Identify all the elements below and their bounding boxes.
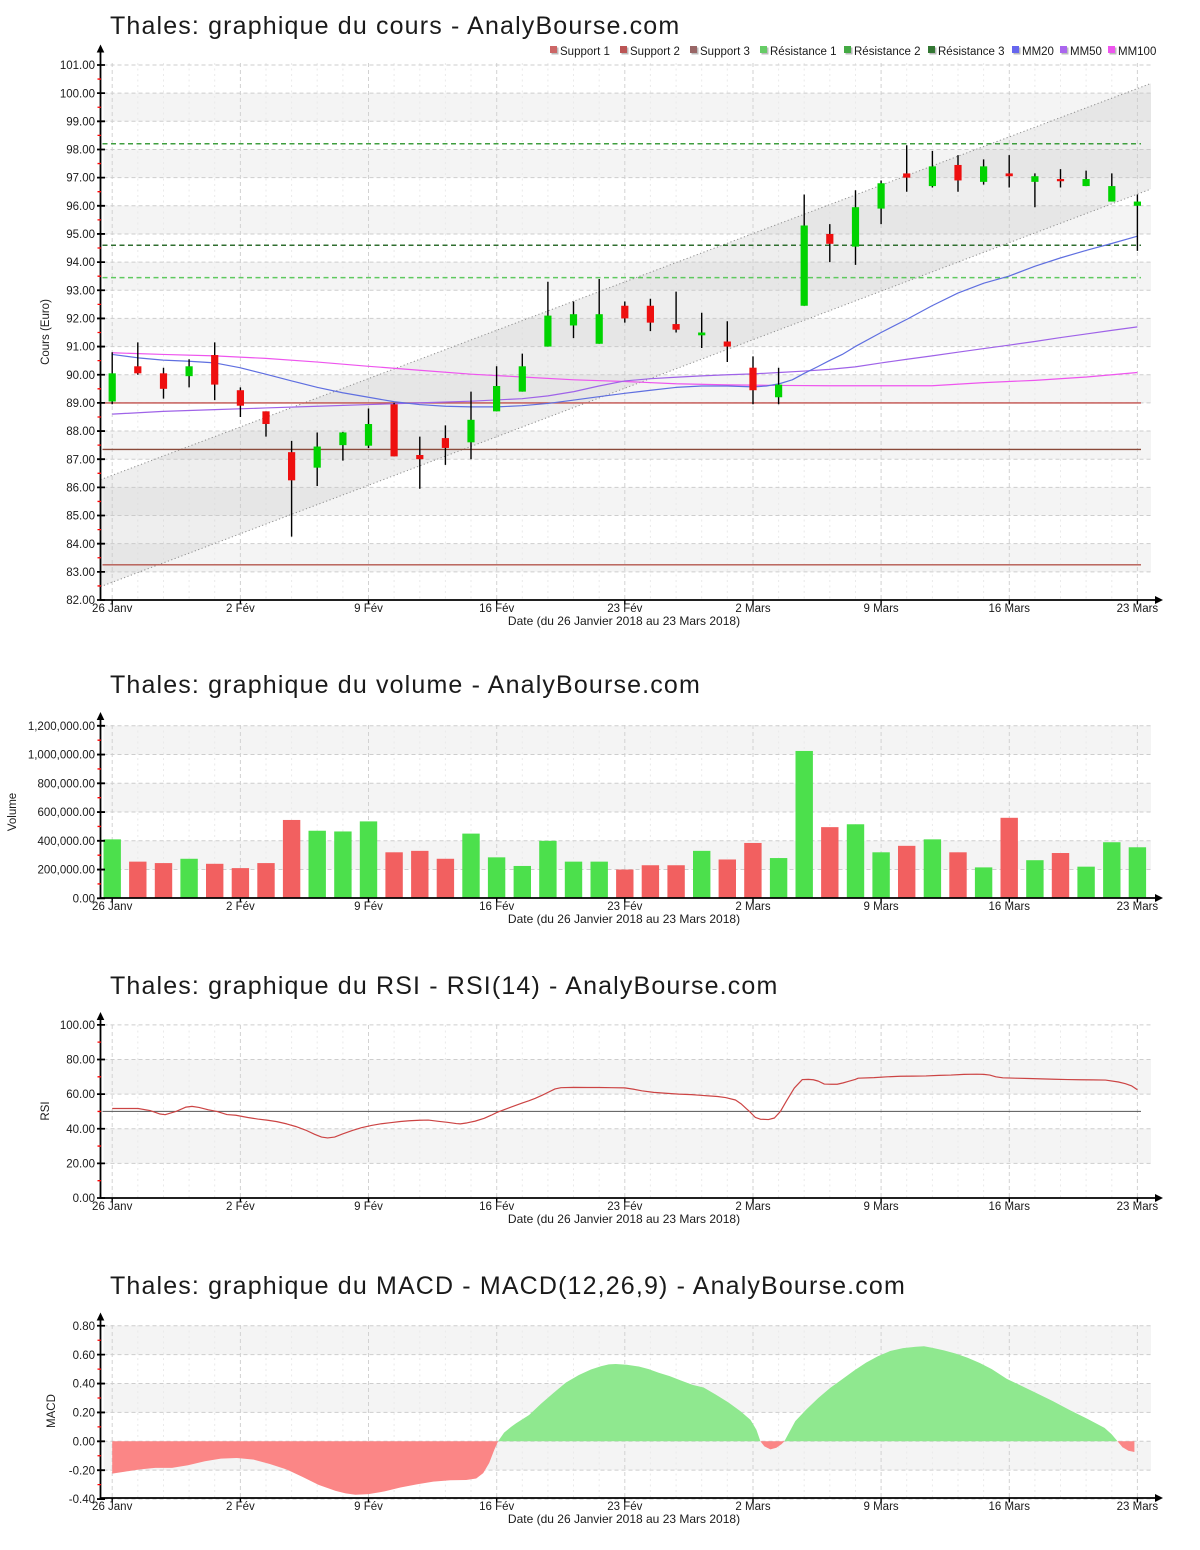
svg-text:Résistance 2: Résistance 2 [854,46,920,58]
svg-text:9 Mars: 9 Mars [864,901,899,913]
svg-text:23 Mars: 23 Mars [1117,603,1159,615]
svg-text:88.00: 88.00 [66,426,95,438]
svg-text:-0.40: -0.40 [69,1494,95,1506]
svg-text:0.20: 0.20 [73,1408,95,1420]
svg-text:Résistance 3: Résistance 3 [938,46,1004,58]
svg-text:16 Fév: 16 Fév [479,1501,514,1513]
svg-text:MM50: MM50 [1070,46,1102,58]
svg-text:16 Fév: 16 Fév [479,1201,514,1213]
svg-text:9 Mars: 9 Mars [864,1501,899,1513]
svg-text:9 Fév: 9 Fév [354,603,383,615]
svg-text:20.00: 20.00 [66,1158,95,1170]
svg-text:87.00: 87.00 [66,454,95,466]
svg-text:82.00: 82.00 [66,595,95,607]
svg-text:Support 2: Support 2 [630,46,680,58]
svg-text:Date (du 26 Janvier 2018 au 23: Date (du 26 Janvier 2018 au 23 Mars 2018… [508,1512,740,1526]
svg-text:200,000.00: 200,000.00 [37,865,95,877]
svg-text:26 Janv: 26 Janv [92,1501,133,1513]
svg-text:Support 3: Support 3 [700,46,750,58]
svg-text:400,000.00: 400,000.00 [37,836,95,848]
svg-text:99.00: 99.00 [66,116,95,128]
svg-text:2 Fév: 2 Fév [226,901,255,913]
svg-text:23 Fév: 23 Fév [607,603,642,615]
svg-text:100.00: 100.00 [60,1020,95,1032]
svg-text:Cours (Euro): Cours (Euro) [40,299,52,365]
svg-text:97.00: 97.00 [66,173,95,185]
svg-text:89.00: 89.00 [66,398,95,410]
svg-text:60.00: 60.00 [66,1089,95,1101]
svg-text:83.00: 83.00 [66,567,95,579]
svg-text:MM100: MM100 [1118,46,1156,58]
svg-text:95.00: 95.00 [66,229,95,241]
svg-text:91.00: 91.00 [66,342,95,354]
svg-text:600,000.00: 600,000.00 [37,807,95,819]
svg-text:85.00: 85.00 [66,511,95,523]
svg-text:Thales: graphique du MACD - MA: Thales: graphique du MACD - MACD(12,26,9… [110,1272,906,1300]
svg-text:16 Mars: 16 Mars [989,1501,1031,1513]
svg-text:0.80: 0.80 [73,1321,95,1333]
svg-text:23 Mars: 23 Mars [1117,1501,1159,1513]
svg-text:Résistance 1: Résistance 1 [770,46,836,58]
svg-text:0.40: 0.40 [73,1379,95,1391]
svg-text:-0.20: -0.20 [69,1465,95,1477]
svg-text:0.00: 0.00 [73,893,95,905]
svg-text:23 Fév: 23 Fév [607,901,642,913]
svg-text:RSI: RSI [40,1101,52,1120]
svg-text:Support 1: Support 1 [560,46,610,58]
svg-text:100.00: 100.00 [60,88,95,100]
svg-text:86.00: 86.00 [66,482,95,494]
svg-text:9 Fév: 9 Fév [354,1201,383,1213]
svg-text:23 Mars: 23 Mars [1117,901,1159,913]
svg-text:23 Fév: 23 Fév [607,1501,642,1513]
svg-text:98.00: 98.00 [66,145,95,157]
svg-text:26 Janv: 26 Janv [92,901,133,913]
svg-text:26 Janv: 26 Janv [92,603,133,615]
svg-text:2 Mars: 2 Mars [735,1201,770,1213]
svg-text:2 Fév: 2 Fév [226,1501,255,1513]
svg-text:0.00: 0.00 [73,1193,95,1205]
svg-text:Thales: graphique du RSI - RSI: Thales: graphique du RSI - RSI(14) - Ana… [110,972,778,1000]
svg-text:9 Fév: 9 Fév [354,1501,383,1513]
svg-text:23 Mars: 23 Mars [1117,1201,1159,1213]
svg-text:96.00: 96.00 [66,201,95,213]
svg-text:84.00: 84.00 [66,539,95,551]
svg-text:MM20: MM20 [1022,46,1054,58]
svg-text:800,000.00: 800,000.00 [37,778,95,790]
svg-text:101.00: 101.00 [60,60,95,72]
svg-text:0.60: 0.60 [73,1350,95,1362]
svg-text:16 Fév: 16 Fév [479,603,514,615]
svg-text:0.00: 0.00 [73,1436,95,1448]
svg-text:Thales: graphique du volume -: Thales: graphique du volume - AnalyBours… [110,671,701,699]
svg-text:Date (du 26 Janvier 2018 au 23: Date (du 26 Janvier 2018 au 23 Mars 2018… [508,1212,740,1226]
svg-text:92.00: 92.00 [66,314,95,326]
svg-text:40.00: 40.00 [66,1124,95,1136]
svg-text:23 Fév: 23 Fév [607,1201,642,1213]
svg-text:9 Fév: 9 Fév [354,901,383,913]
svg-text:9 Mars: 9 Mars [864,1201,899,1213]
svg-text:9 Mars: 9 Mars [864,603,899,615]
svg-text:16 Mars: 16 Mars [989,1201,1031,1213]
svg-text:16 Fév: 16 Fév [479,901,514,913]
svg-text:93.00: 93.00 [66,285,95,297]
svg-text:2 Mars: 2 Mars [735,901,770,913]
svg-text:26 Janv: 26 Janv [92,1201,133,1213]
svg-text:2 Mars: 2 Mars [735,1501,770,1513]
svg-text:2 Fév: 2 Fév [226,603,255,615]
svg-text:Date (du 26 Janvier 2018 au 23: Date (du 26 Janvier 2018 au 23 Mars 2018… [508,614,740,628]
svg-text:16 Mars: 16 Mars [989,901,1031,913]
svg-text:Date (du 26 Janvier 2018 au 23: Date (du 26 Janvier 2018 au 23 Mars 2018… [508,912,740,926]
svg-text:2 Fév: 2 Fév [226,1201,255,1213]
svg-text:1,000,000.00: 1,000,000.00 [28,750,95,762]
svg-text:MACD: MACD [46,1394,58,1428]
svg-text:94.00: 94.00 [66,257,95,269]
svg-text:1,200,000.00: 1,200,000.00 [28,721,95,733]
svg-text:90.00: 90.00 [66,370,95,382]
svg-text:80.00: 80.00 [66,1055,95,1067]
svg-text:Thales: graphique du cours - A: Thales: graphique du cours - AnalyBourse… [110,12,680,40]
svg-text:16 Mars: 16 Mars [989,603,1031,615]
svg-text:Volume: Volume [7,793,19,831]
svg-text:2 Mars: 2 Mars [735,603,770,615]
